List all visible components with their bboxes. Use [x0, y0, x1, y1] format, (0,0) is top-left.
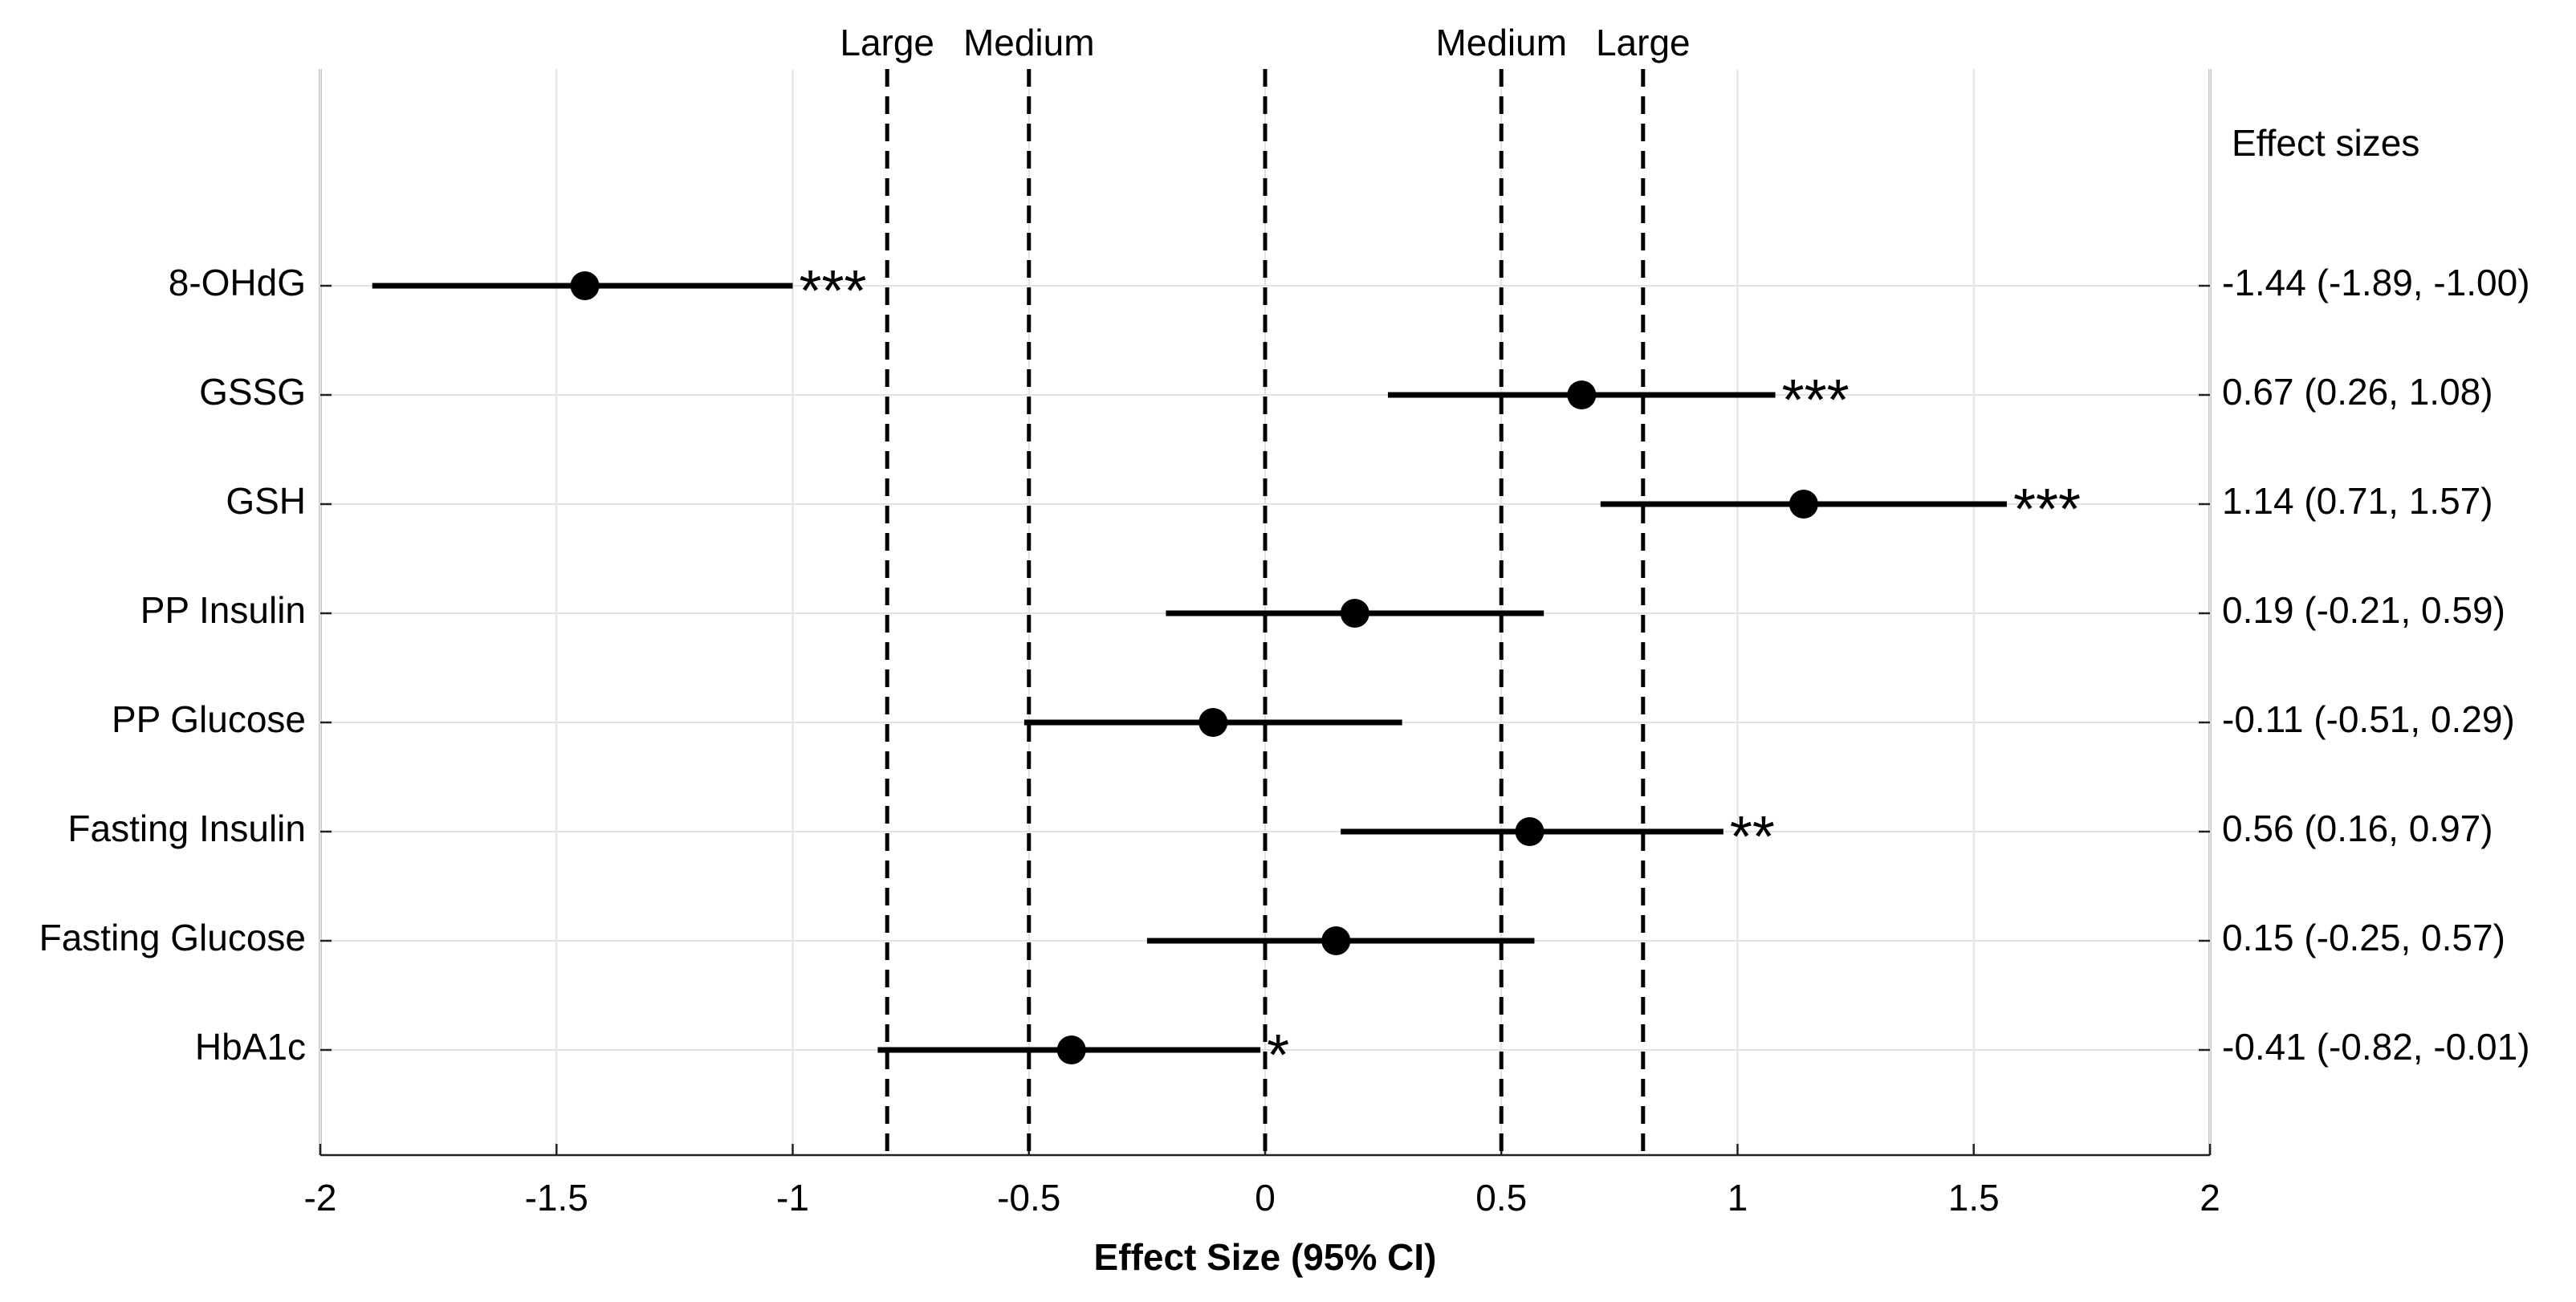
significance-marker: **	[1730, 805, 1775, 869]
x-axis-title: Effect Size (95% CI)	[1094, 1236, 1437, 1278]
x-tick-label: 2	[2200, 1177, 2220, 1219]
y-tick-label: HbA1c	[195, 1026, 306, 1068]
point-estimate	[1515, 817, 1544, 846]
significance-marker: ***	[800, 259, 867, 323]
x-tick-label: 0.5	[1475, 1177, 1527, 1219]
point-estimate	[1340, 599, 1369, 628]
reference-label: Large	[1596, 22, 1691, 63]
value-label: 0.15 (-0.25, 0.57)	[2222, 917, 2505, 958]
point-estimate	[1789, 490, 1818, 519]
x-tick-label: 1.5	[1948, 1177, 2000, 1219]
significance-marker: *	[1267, 1023, 1289, 1088]
x-tick-label: -1.5	[525, 1177, 588, 1219]
value-labels-title: Effect sizes	[2232, 122, 2419, 164]
y-tick-label: Fasting Insulin	[67, 808, 306, 849]
point-estimate	[1056, 1035, 1086, 1064]
y-tick-label: Fasting Glucose	[39, 917, 306, 958]
y-tick-label: PP Glucose	[112, 698, 306, 740]
point-estimate	[1321, 926, 1351, 955]
x-tick-label: 1	[1728, 1177, 1748, 1219]
x-tick-label: 0	[1255, 1177, 1276, 1219]
y-tick-label: PP Insulin	[140, 589, 306, 631]
point-estimate	[1567, 380, 1597, 409]
x-tick-label: -2	[304, 1177, 337, 1219]
value-label: -0.41 (-0.82, -0.01)	[2222, 1026, 2530, 1068]
value-label: -1.44 (-1.89, -1.00)	[2222, 262, 2530, 303]
point-estimate	[1198, 708, 1228, 737]
value-label: 0.56 (0.16, 0.97)	[2222, 808, 2493, 849]
y-tick-label: GSSG	[199, 371, 306, 413]
significance-marker: ***	[1782, 368, 1850, 433]
y-tick-label: GSH	[226, 480, 306, 522]
value-label: -0.11 (-0.51, 0.29)	[2222, 698, 2515, 740]
reference-label: Large	[840, 22, 934, 63]
reference-label: Medium	[963, 22, 1095, 63]
value-label: 0.19 (-0.21, 0.59)	[2222, 589, 2505, 631]
value-label: 1.14 (0.71, 1.57)	[2222, 480, 2493, 522]
significance-marker: ***	[2013, 478, 2081, 542]
value-label: 0.67 (0.26, 1.08)	[2222, 371, 2493, 413]
y-tick-label: 8-OHdG	[169, 262, 306, 303]
x-tick-label: -1	[776, 1177, 809, 1219]
reference-label: Medium	[1435, 22, 1567, 63]
x-tick-label: -0.5	[997, 1177, 1060, 1219]
point-estimate	[570, 271, 600, 300]
